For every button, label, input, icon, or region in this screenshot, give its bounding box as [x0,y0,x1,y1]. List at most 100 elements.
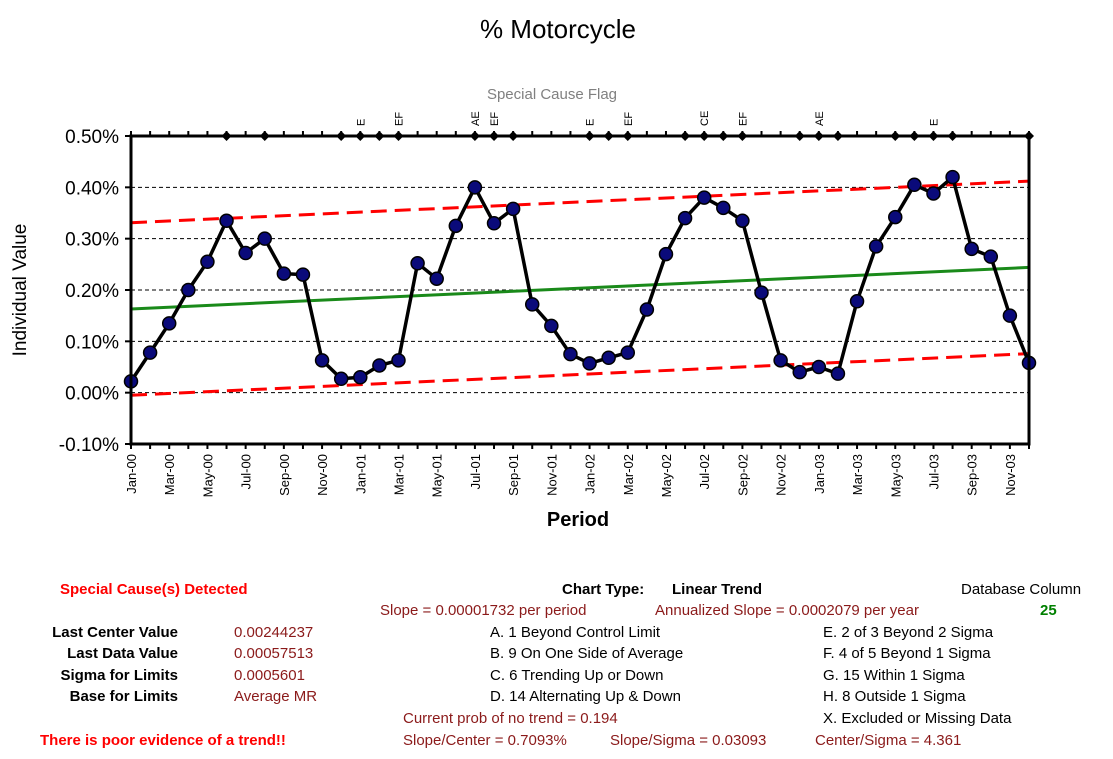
flag-label: E [928,119,940,126]
flag-label: E [355,119,367,126]
y-axis-label: Individual Value [10,224,31,357]
lower-control-limit [130,352,1030,397]
data-point [238,245,253,261]
data-point [276,266,292,281]
center-sigma: Center/Sigma = 4.361 [815,732,962,749]
y-tick-label: 0.00% [65,384,119,405]
chart-subtitle: Special Cause Flag [487,86,617,103]
chart-type-label: Chart Type: [562,581,645,598]
database-column-label: Database Column [961,581,1082,598]
data-point [639,302,655,317]
data-point [696,190,712,205]
rule-e: E. 2 of 3 Beyond 2 Sigma [823,624,994,641]
slope-text: Slope = 0.00001732 per period [380,602,587,619]
data-point [582,356,597,371]
y-ticks: -0.10% 0.00% 0.10% 0.20% 0.30% 0.40% 0.50% [59,127,131,456]
data-point [524,297,540,312]
stat-value-last-data: 0.00057513 [234,645,314,662]
data-point [429,271,444,286]
flag-label: AE [470,111,482,126]
data-point [200,254,215,270]
data-point [1002,308,1018,323]
x-tick-label: Jul-03 [926,454,941,489]
x-tick-label: Mar-01 [391,454,406,495]
data-point [505,201,521,217]
slope-sigma: Slope/Sigma = 0.03093 [610,732,767,749]
x-tick-label: May-01 [430,454,445,497]
x-tick-label: Nov-03 [1003,454,1018,496]
x-tick-label: Jan-02 [583,454,598,494]
x-tick-label: Nov-02 [774,454,789,496]
plot-frame [129,134,1031,446]
data-point [773,353,788,368]
trend-evidence: There is poor evidence of a trend!! [40,732,286,749]
stat-value-last-center: 0.00244237 [234,624,314,641]
data-point [754,285,769,300]
data-point [372,358,387,373]
flag-label: EF [393,112,405,126]
data-point [181,282,196,298]
rule-a: A. 1 Beyond Control Limit [490,624,661,641]
x-tick-label: May-02 [659,454,674,497]
data-point [868,239,884,254]
x-tick-label: Sep-00 [277,454,292,496]
data-point [467,180,483,195]
x-tick-label: Mar-03 [850,454,865,495]
data-point [448,218,464,234]
x-axis-label: Period [547,509,609,531]
flag-label: E [585,119,597,126]
rule-h: H. 8 Outside 1 Sigma [823,688,966,705]
rule-c: C. 6 Trending Up or Down [490,667,664,684]
stat-value-sigma: 0.0005601 [234,667,305,684]
y-tick-label: 0.50% [65,127,119,148]
stat-label-last-center: Last Center Value [52,624,178,641]
y-tick-label: 0.40% [65,178,119,199]
flag-label: EF [737,112,749,126]
data-point [257,231,272,246]
x-tick-label: May-03 [888,454,903,497]
rule-g: G. 15 Within 1 Sigma [823,667,965,684]
database-column-value: 25 [1040,602,1057,619]
data-point [792,364,807,380]
y-tick-label: -0.10% [59,435,119,456]
data-point [735,213,750,228]
y-tick-label: 0.10% [65,332,119,353]
chart-title: % Motorcycle [480,14,636,44]
x-tick-label: Jan-00 [124,454,139,494]
flag-label: EF [623,112,635,126]
data-point [830,366,846,381]
flag-label: EF [489,112,501,126]
rule-d: D. 14 Alternating Up & Down [490,688,681,705]
x-ticks: Jan-00 Mar-00 May-00 Jul-00 Sep-00 Nov-00 Jan-… [124,131,1030,497]
data-point [544,318,559,334]
rule-f: F. 4 of 5 Beyond 1 Sigma [823,645,991,662]
data-point [563,346,578,362]
data-point [945,169,960,185]
center-line [130,265,1030,311]
data-point [849,294,865,309]
special-cause-status: Special Cause(s) Detected [60,581,248,598]
data-point [314,353,330,368]
x-tick-label: Sep-01 [506,454,521,496]
data-point [161,316,177,331]
rule-b: B. 9 On One Side of Average [490,645,684,662]
annualized-slope-text: Annualized Slope = 0.0002079 per year [655,602,919,619]
stat-label-last-data: Last Data Value [67,645,178,662]
data-point [716,200,731,216]
x-tick-label: Sep-02 [735,454,750,496]
data-point [811,359,827,375]
data-point [620,345,636,360]
slope-center: Slope/Center = 0.7093% [403,732,567,749]
data-point [677,210,693,226]
data-point [391,353,406,368]
data-point [907,177,922,193]
data-point [353,370,368,385]
data-point [601,350,616,366]
chart: % Motorcycle Special Cause Flag Period I… [10,14,1037,531]
x-tick-label: Mar-00 [162,454,177,495]
upper-control-limit [130,179,1030,225]
y-tick-label: 0.20% [65,281,119,302]
data-point [486,216,502,231]
data-point [658,246,674,262]
x-tick-label: May-00 [200,454,215,497]
